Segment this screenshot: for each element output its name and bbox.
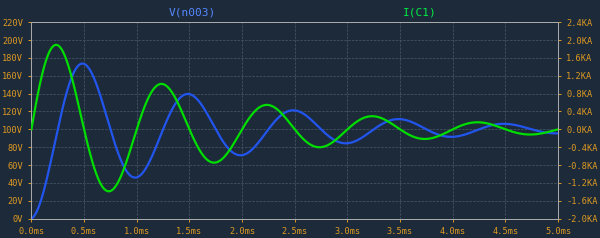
Text: I(C1): I(C1) bbox=[403, 7, 437, 17]
Text: V(n003): V(n003) bbox=[169, 7, 215, 17]
